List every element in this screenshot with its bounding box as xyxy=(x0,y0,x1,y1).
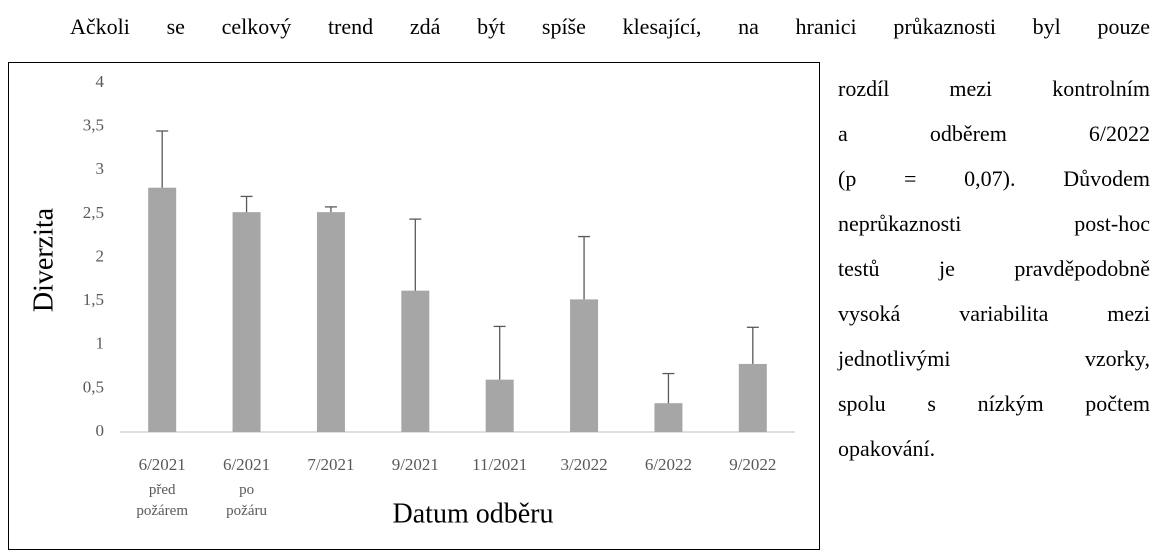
side-line: jednotlivými vzorky, xyxy=(838,346,1150,371)
x-tick-label: 9/2021 xyxy=(392,455,439,474)
y-tick-label: 0 xyxy=(96,421,105,440)
x-tick-label: 6/2021 před požárem xyxy=(136,455,188,520)
side-line: neprůkaznosti post-hoc xyxy=(838,211,1150,236)
y-tick-label: 3,5 xyxy=(83,116,104,135)
x-tick-label: 3/2022 xyxy=(560,455,607,474)
bar xyxy=(401,290,430,432)
side-line: spolu s nízkým počtem xyxy=(838,391,1150,416)
side-line: (p = 0,07). Důvodem xyxy=(838,166,1150,191)
side-line: vysoká variabilita mezi xyxy=(838,301,1150,326)
y-tick-label: 2,5 xyxy=(83,203,104,222)
x-tick-label: 9/2022 xyxy=(729,455,776,474)
bar xyxy=(570,299,599,432)
bar xyxy=(738,363,767,432)
y-tick-label: 3 xyxy=(96,159,105,178)
side-line: opakování. xyxy=(838,436,936,461)
side-line: testů je pravděpodobně xyxy=(838,256,1150,281)
bar xyxy=(654,403,683,432)
x-tick-label: 11/2021 xyxy=(472,455,527,474)
y-tick-label: 2 xyxy=(96,246,105,265)
paragraph-line: Ačkoli se celkový trend zdá být spíše kl… xyxy=(70,14,1150,39)
side-line: a odběrem 6/2022 xyxy=(838,121,1150,146)
y-tick-label: 0,5 xyxy=(83,377,104,396)
bar xyxy=(316,212,345,432)
x-axis-label: Datum odběru xyxy=(393,498,554,529)
bar xyxy=(148,187,177,432)
x-tick-label: 7/2021 xyxy=(307,455,354,474)
y-tick-label: 4 xyxy=(96,72,105,91)
x-tick-label: 6/2022 xyxy=(645,455,692,474)
y-axis-label: Diverzita xyxy=(28,207,59,312)
x-tick-label: 6/2021 po požáru xyxy=(223,455,270,520)
y-tick-label: 1,5 xyxy=(83,290,104,309)
side-line: rozdíl mezi kontrolním xyxy=(838,76,1150,101)
bar xyxy=(232,212,261,432)
chart: Diverzita Datum odběru 0 0,5 1 1,5 2 2,5 3 3,5 4… xyxy=(8,62,820,550)
y-tick-label: 1 xyxy=(96,334,105,353)
bar xyxy=(485,379,514,432)
